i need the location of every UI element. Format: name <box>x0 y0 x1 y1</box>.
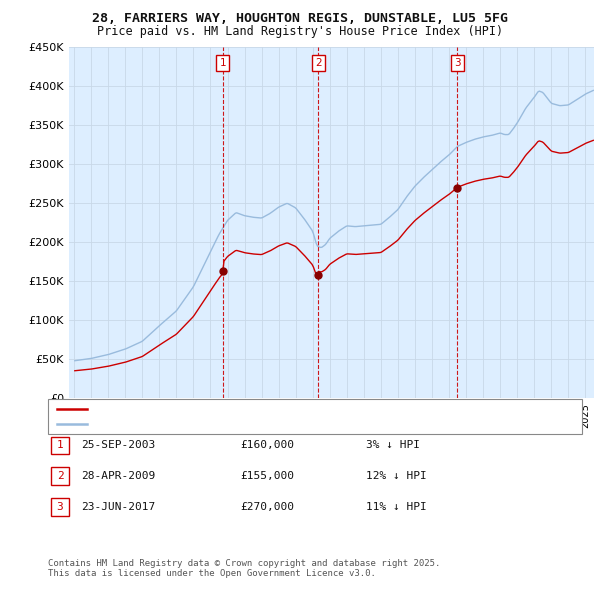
Text: 2: 2 <box>56 471 64 481</box>
Text: 28, FARRIERS WAY, HOUGHTON REGIS, DUNSTABLE, LU5 5FG (semi-detached house): 28, FARRIERS WAY, HOUGHTON REGIS, DUNSTA… <box>93 404 528 414</box>
Text: 3: 3 <box>454 58 460 68</box>
Text: HPI: Average price, semi-detached house, Central Bedfordshire: HPI: Average price, semi-detached house,… <box>93 419 451 429</box>
Text: 28, FARRIERS WAY, HOUGHTON REGIS, DUNSTABLE, LU5 5FG: 28, FARRIERS WAY, HOUGHTON REGIS, DUNSTA… <box>92 12 508 25</box>
Text: 25-SEP-2003: 25-SEP-2003 <box>81 441 155 450</box>
Text: 3% ↓ HPI: 3% ↓ HPI <box>366 441 420 450</box>
Text: 1: 1 <box>56 441 64 450</box>
Text: £270,000: £270,000 <box>240 502 294 512</box>
Text: 1: 1 <box>220 58 226 68</box>
Text: 2: 2 <box>315 58 322 68</box>
Text: £155,000: £155,000 <box>240 471 294 481</box>
Text: 28-APR-2009: 28-APR-2009 <box>81 471 155 481</box>
Text: 11% ↓ HPI: 11% ↓ HPI <box>366 502 427 512</box>
Text: 3: 3 <box>56 502 64 512</box>
Text: £160,000: £160,000 <box>240 441 294 450</box>
Text: Contains HM Land Registry data © Crown copyright and database right 2025.
This d: Contains HM Land Registry data © Crown c… <box>48 559 440 578</box>
Text: Price paid vs. HM Land Registry's House Price Index (HPI): Price paid vs. HM Land Registry's House … <box>97 25 503 38</box>
Text: 23-JUN-2017: 23-JUN-2017 <box>81 502 155 512</box>
Text: 12% ↓ HPI: 12% ↓ HPI <box>366 471 427 481</box>
